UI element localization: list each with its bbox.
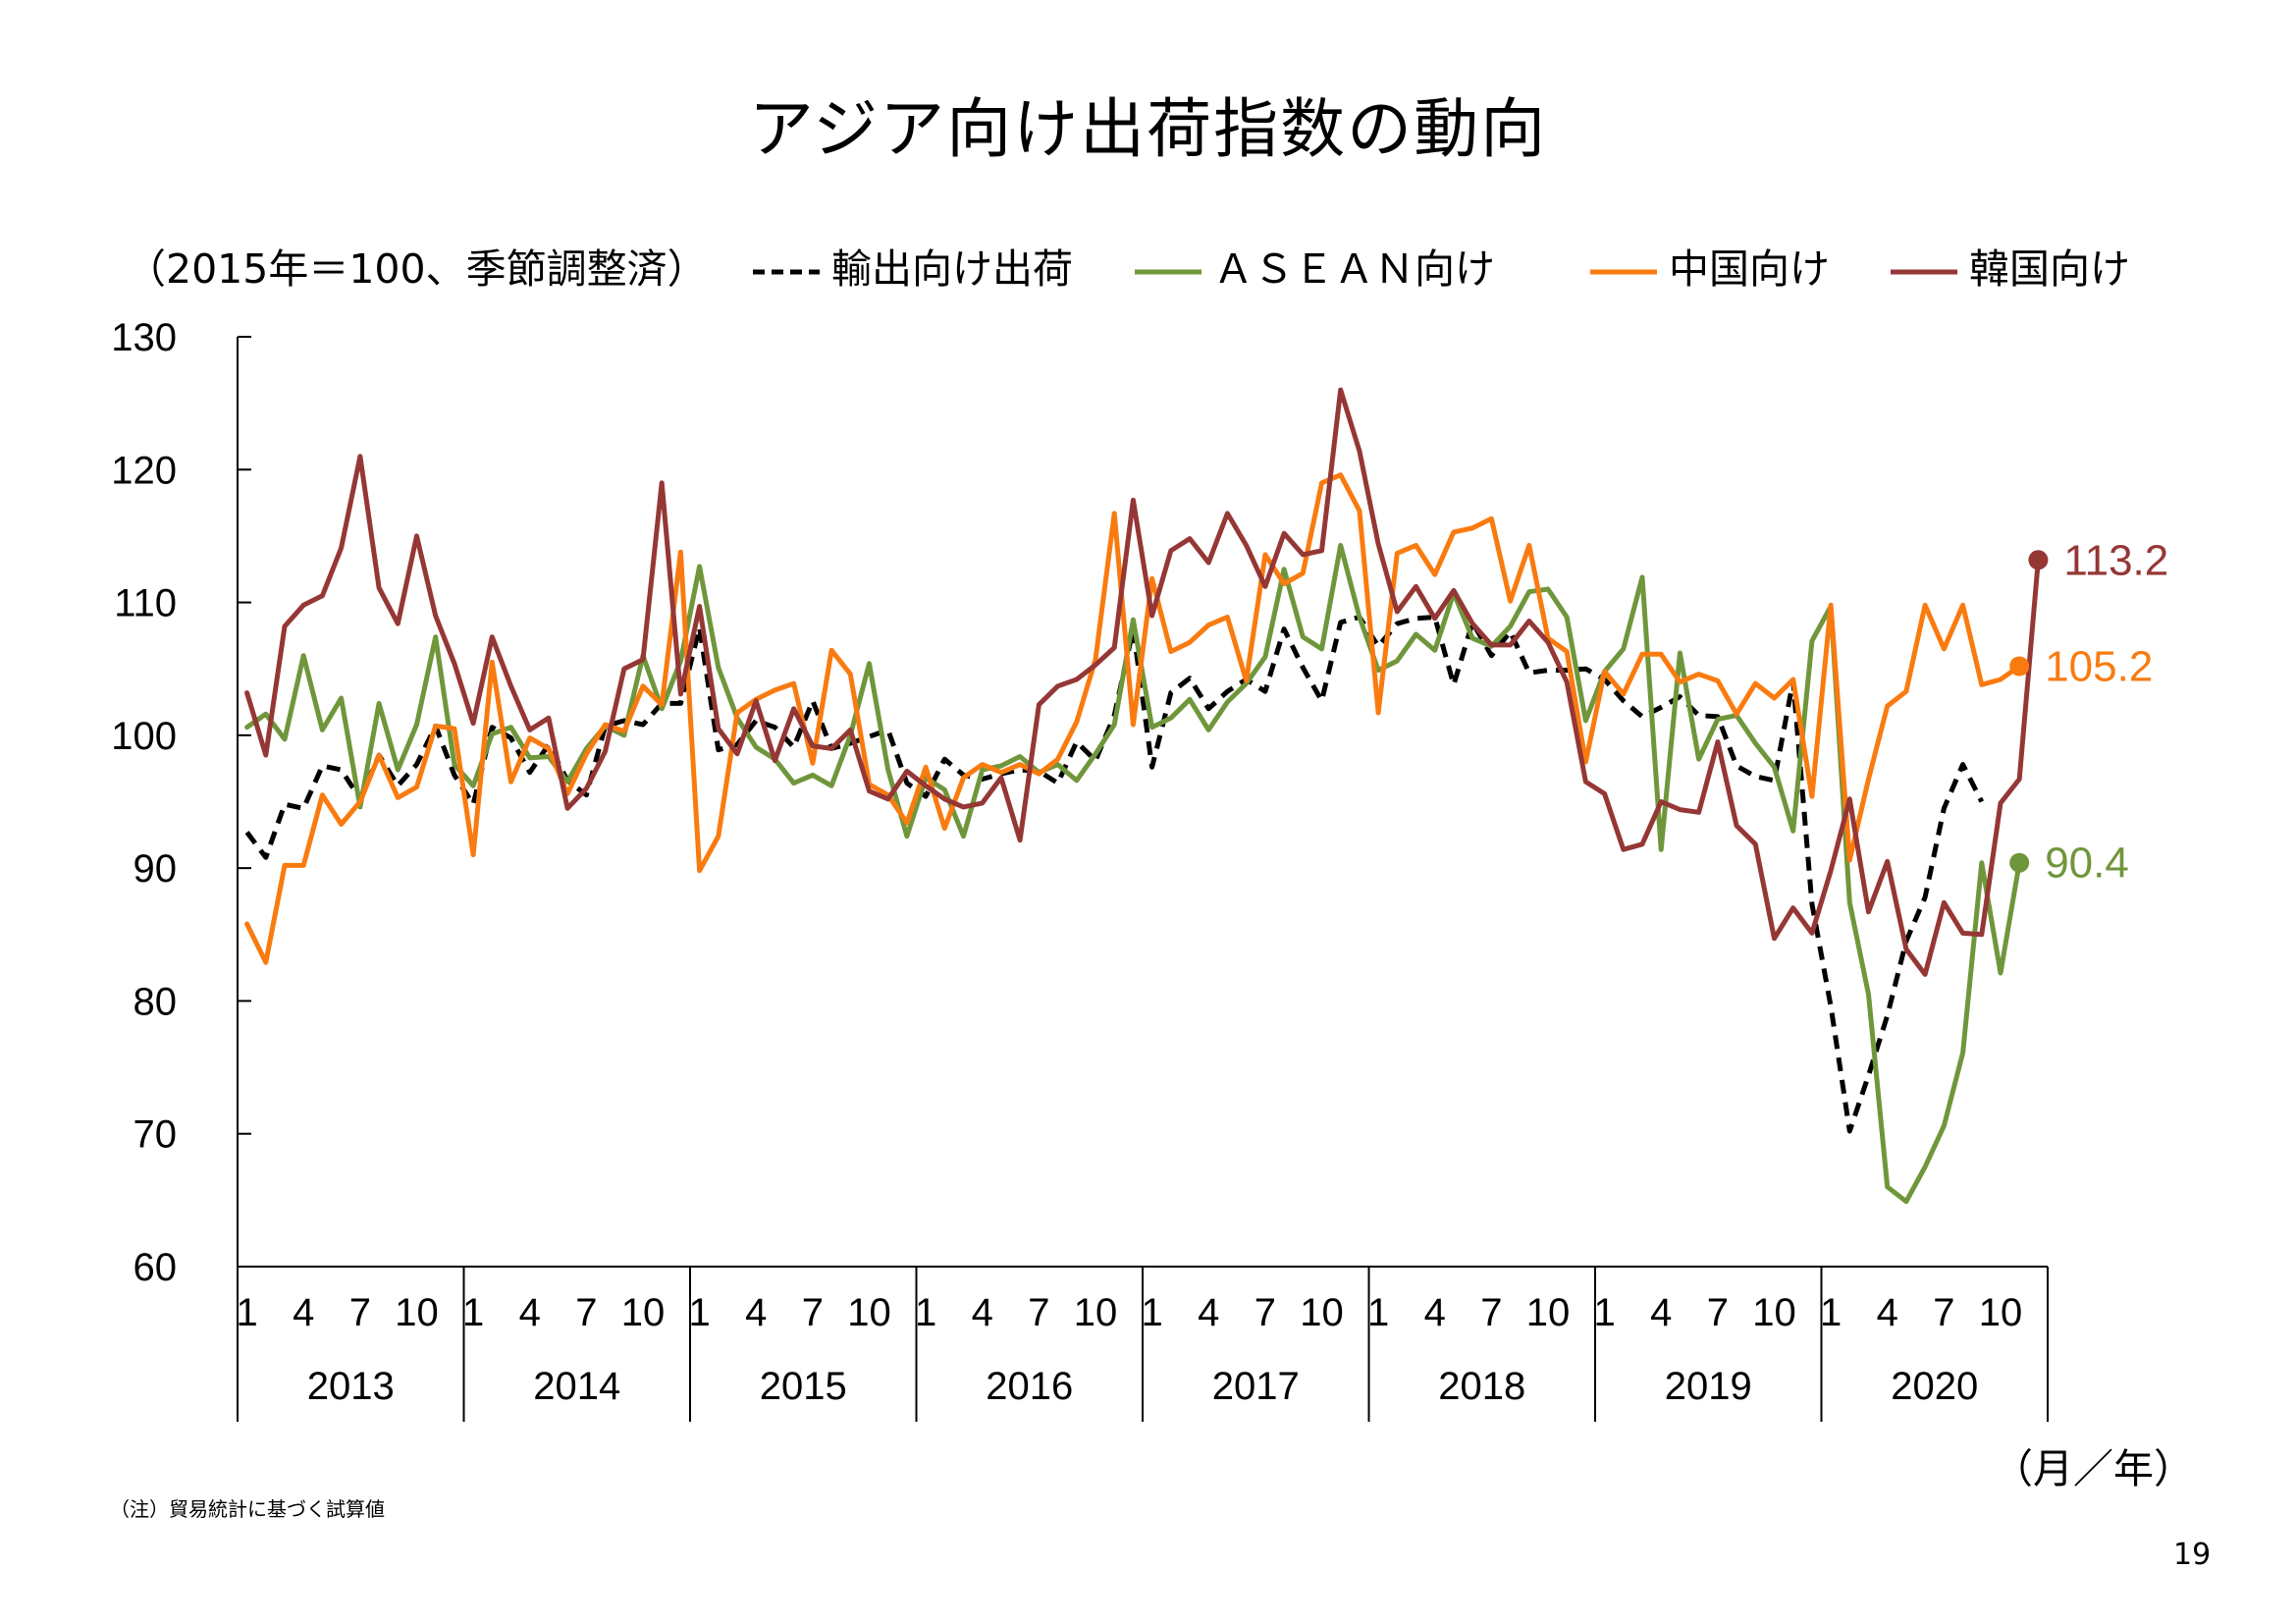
x-month-label: 1	[1593, 1291, 1615, 1334]
x-month-label: 4	[1650, 1291, 1672, 1334]
y-tick-label: 100	[111, 715, 177, 758]
x-month-label: 7	[1255, 1291, 1276, 1334]
legend-swatch-korea	[1891, 269, 1957, 275]
legend-label-asean: ＡＳＥＡＮ向け	[1213, 245, 1495, 293]
x-year-label: 2018	[1438, 1365, 1525, 1408]
x-axis-unit-label: （月／年）	[1993, 1445, 2194, 1492]
y-tick-label: 60	[133, 1246, 178, 1289]
y-tick-label: 70	[133, 1113, 178, 1157]
x-month-label: 10	[1752, 1291, 1796, 1334]
legend-item-china: 中国向け	[1588, 236, 1830, 295]
series-line-korea	[244, 387, 2041, 977]
end-marker-korea	[2028, 550, 2049, 570]
x-month-label: 1	[688, 1291, 710, 1334]
y-tick-label: 80	[133, 980, 178, 1023]
legend-item-exports: 輸出向け出荷	[751, 236, 1073, 295]
x-month-label: 7	[802, 1291, 824, 1334]
x-month-label: 10	[1526, 1291, 1571, 1334]
x-month-label: 1	[462, 1291, 484, 1334]
end-label-korea: 113.2	[2063, 536, 2168, 584]
x-month-label: 4	[293, 1291, 314, 1334]
end-label-china: 105.2	[2045, 643, 2153, 691]
end-marker-china	[2009, 656, 2030, 677]
x-month-label: 10	[847, 1291, 891, 1334]
x-month-label: 4	[1877, 1291, 1898, 1334]
legend-item-korea: 韓国向け	[1889, 236, 2130, 295]
x-month-label: 10	[1979, 1291, 2023, 1334]
y-tick-label: 120	[111, 449, 177, 492]
chart-title: アジア向け出荷指数の動向	[748, 91, 1548, 167]
x-month-label: 4	[519, 1291, 541, 1334]
legend-swatch-exports	[753, 269, 820, 275]
series-line-china	[244, 472, 2022, 965]
legend-label-exports: 輸出向け出荷	[831, 245, 1073, 293]
footnote: （注）貿易統計に基づく試算値	[110, 1497, 385, 1521]
x-month-label: 7	[1028, 1291, 1049, 1334]
x-month-label: 10	[1074, 1291, 1118, 1334]
x-month-label: 4	[1424, 1291, 1446, 1334]
x-month-label: 7	[575, 1291, 597, 1334]
x-month-label: 10	[395, 1291, 439, 1334]
x-year-label: 2019	[1665, 1365, 1752, 1408]
page-number: 19	[2173, 1538, 2212, 1572]
series-line-asean	[244, 542, 2022, 1205]
legend-swatch-china	[1590, 269, 1657, 275]
legend-label-korea: 韓国向け	[1969, 245, 2130, 293]
x-year-label: 2020	[1891, 1365, 1978, 1408]
x-month-label: 1	[236, 1291, 257, 1334]
legend-item-asean: ＡＳＥＡＮ向け	[1133, 236, 1495, 295]
y-tick-label: 90	[133, 847, 178, 891]
legend-swatch-asean	[1135, 269, 1201, 275]
unit-label: （2015年＝100、季節調整済）	[126, 245, 708, 293]
x-month-label: 1	[1820, 1291, 1842, 1334]
x-month-label: 1	[1367, 1291, 1389, 1334]
x-month-label: 4	[1198, 1291, 1219, 1334]
end-label-asean: 90.4	[2045, 839, 2129, 888]
x-month-label: 1	[915, 1291, 936, 1334]
x-month-label: 4	[972, 1291, 993, 1334]
x-month-label: 7	[349, 1291, 371, 1334]
x-year-label: 2014	[533, 1365, 620, 1408]
legend-label-china: 中国向け	[1669, 245, 1830, 293]
x-month-label: 4	[745, 1291, 767, 1334]
x-month-label: 10	[621, 1291, 666, 1334]
x-year-label: 2017	[1212, 1365, 1300, 1408]
x-month-label: 1	[1141, 1291, 1162, 1334]
end-marker-asean	[2009, 852, 2030, 873]
x-year-label: 2016	[986, 1365, 1073, 1408]
x-month-label: 7	[1480, 1291, 1502, 1334]
y-tick-label: 110	[114, 582, 177, 625]
x-year-label: 2013	[307, 1365, 395, 1408]
y-tick-label: 130	[111, 316, 177, 359]
x-month-label: 7	[1933, 1291, 1954, 1334]
x-year-label: 2015	[760, 1365, 847, 1408]
x-month-label: 10	[1300, 1291, 1344, 1334]
series-line-exports	[244, 615, 1985, 1134]
x-month-label: 7	[1707, 1291, 1729, 1334]
